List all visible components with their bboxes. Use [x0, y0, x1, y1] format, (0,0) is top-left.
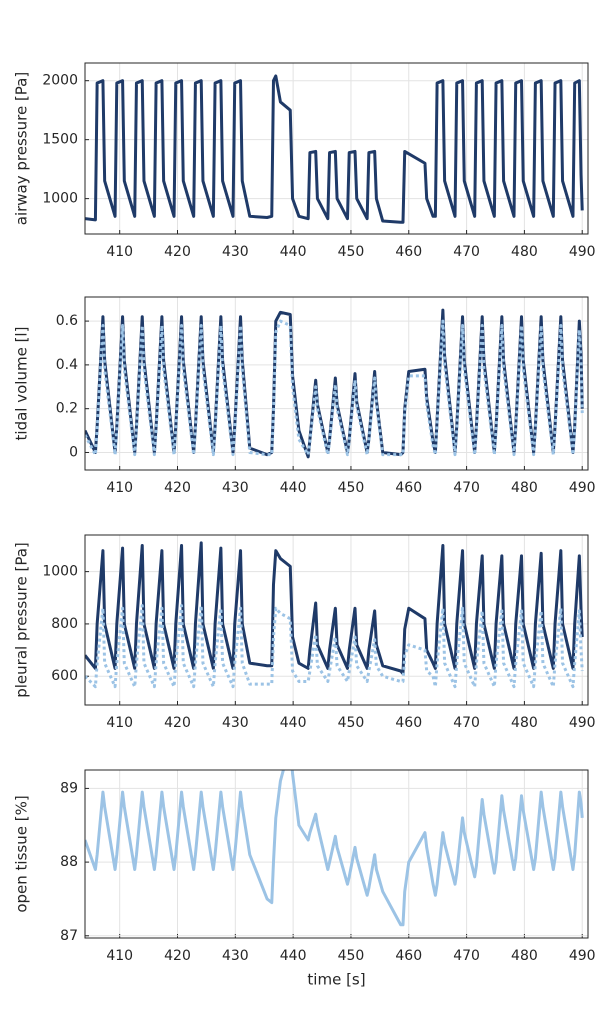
x-tick-label: 450 — [338, 244, 365, 260]
axes-frame — [84, 534, 589, 706]
x-tick-label: 460 — [395, 948, 422, 964]
x-tick-label: 410 — [106, 948, 133, 964]
y-tick-label: 1000 — [42, 191, 78, 207]
y-tick-label: 0.6 — [56, 313, 78, 329]
y-axis-label: airway pressure [Pa] — [13, 72, 31, 225]
x-tick-label: 440 — [280, 948, 307, 964]
x-axis-label: time [s] — [307, 971, 365, 989]
x-tick-label: 440 — [280, 244, 307, 260]
y-axis-label: tidal volume [l] — [13, 327, 31, 441]
x-tick-label: 410 — [106, 715, 133, 731]
x-tick-label: 450 — [338, 715, 365, 731]
y-tick-label: 1500 — [42, 132, 78, 148]
x-tick-label: 470 — [453, 948, 480, 964]
x-tick-label: 410 — [106, 480, 133, 496]
x-tick-label: 420 — [164, 948, 191, 964]
x-tick-label: 450 — [338, 480, 365, 496]
x-tick-label: 480 — [511, 948, 538, 964]
axes-frame — [84, 296, 589, 471]
plot-area — [85, 74, 584, 224]
plot-area — [85, 770, 584, 927]
x-tick-label: 440 — [280, 480, 307, 496]
x-tick-label: 470 — [453, 715, 480, 731]
x-tick-label: 460 — [395, 715, 422, 731]
y-tick-label: 800 — [51, 616, 78, 632]
series-line — [85, 319, 584, 457]
x-tick-label: 460 — [395, 244, 422, 260]
axes-frame — [84, 62, 589, 235]
y-axis-label: open tissue [%] — [13, 795, 31, 912]
x-tick-label: 490 — [569, 948, 596, 964]
x-tick-label: 490 — [569, 244, 596, 260]
y-tick-label: 0.4 — [56, 357, 78, 373]
x-tick-label: 420 — [164, 715, 191, 731]
x-tick-label: 430 — [222, 948, 249, 964]
x-tick-label: 440 — [280, 715, 307, 731]
y-tick-label: 600 — [51, 668, 78, 684]
x-tick-label: 450 — [338, 948, 365, 964]
x-tick-label: 480 — [511, 715, 538, 731]
y-tick-label: 0.2 — [56, 401, 78, 417]
axes-frame — [84, 769, 589, 939]
series-line — [85, 74, 584, 224]
x-tick-label: 480 — [511, 480, 538, 496]
y-tick-label: 89 — [60, 780, 78, 796]
x-tick-label: 430 — [222, 480, 249, 496]
series-line — [85, 604, 584, 689]
y-tick-label: 0 — [69, 444, 78, 460]
series-line — [85, 308, 584, 459]
x-tick-label: 490 — [569, 715, 596, 731]
series-line — [85, 770, 584, 927]
x-tick-label: 420 — [164, 480, 191, 496]
y-axis-label: pleural pressure [Pa] — [13, 542, 31, 698]
x-tick-label: 470 — [453, 480, 480, 496]
x-tick-label: 430 — [222, 244, 249, 260]
x-tick-label: 410 — [106, 244, 133, 260]
plot-area — [85, 308, 584, 459]
y-tick-label: 88 — [60, 854, 78, 870]
series-line — [85, 541, 584, 676]
x-tick-label: 490 — [569, 480, 596, 496]
y-tick-label: 1000 — [42, 564, 78, 580]
x-tick-label: 480 — [511, 244, 538, 260]
plot-area — [85, 541, 584, 689]
x-tick-label: 430 — [222, 715, 249, 731]
y-tick-label: 2000 — [42, 73, 78, 89]
x-tick-label: 460 — [395, 480, 422, 496]
x-tick-label: 420 — [164, 244, 191, 260]
x-tick-label: 470 — [453, 244, 480, 260]
y-tick-label: 87 — [60, 928, 78, 944]
